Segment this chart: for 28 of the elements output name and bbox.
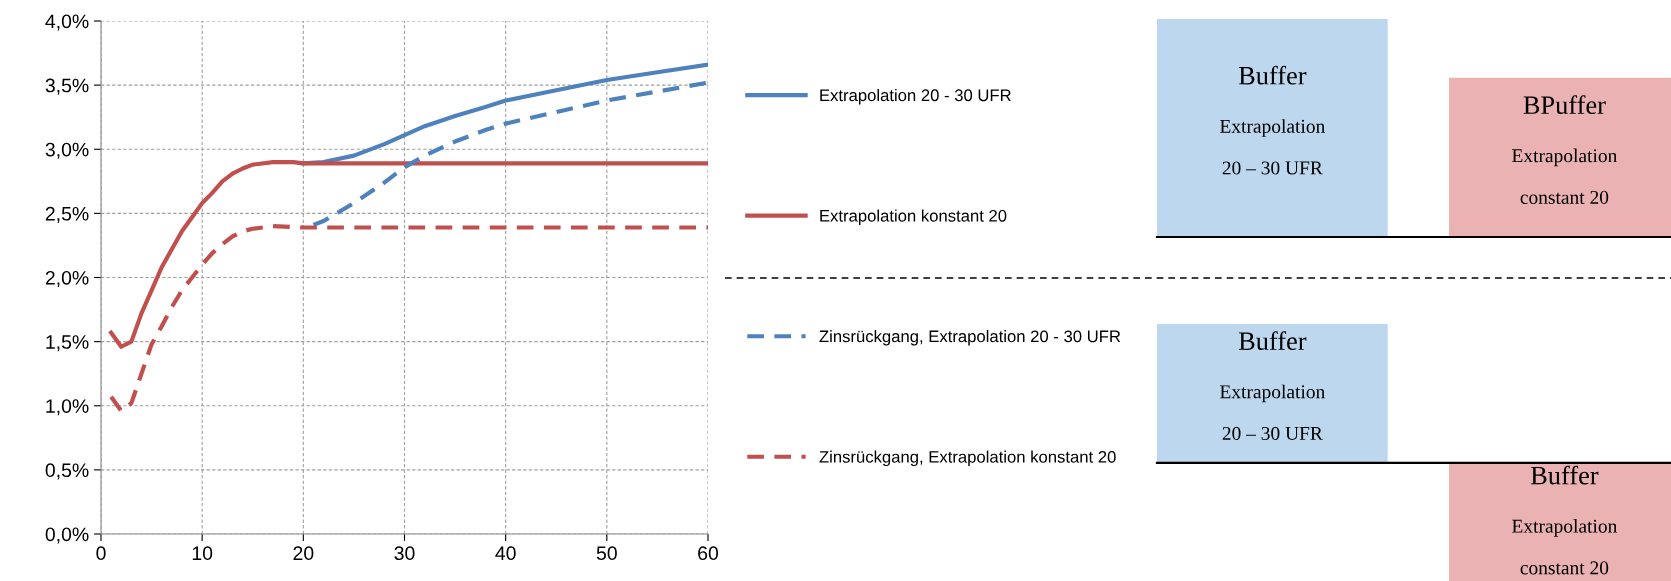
x-tick-label: 50: [596, 546, 617, 561]
x-tick-label: 40: [495, 546, 516, 561]
x-tick-label: 0: [96, 546, 106, 561]
y-tick-label: 2,5%: [45, 206, 89, 223]
y-tick-label: 4,0%: [45, 14, 89, 31]
x-tick-label: 30: [394, 546, 415, 561]
x-tick-label: 60: [698, 546, 719, 561]
y-tick-label: 3,0%: [45, 142, 89, 159]
text: Buffer Extrapolation 20 – 30 UFR: [1220, 65, 1325, 175]
x-tick-label: 20: [293, 546, 314, 561]
y-tick-label: 1,5%: [46, 335, 89, 352]
line-series: [311, 80, 708, 228]
line-series: [109, 159, 708, 349]
legend-label: Extrapolation 20 - 30 UFR: [820, 88, 1011, 105]
y-tick-label: 0,5%: [45, 463, 89, 480]
x-tick-label: 10: [192, 546, 213, 561]
legend-label: Extrapolation konstant 20: [820, 209, 1007, 225]
y-tick-label: 2,0%: [45, 270, 89, 288]
y-tick-label: 3,5%: [45, 78, 89, 95]
text: Buffer Extrapolation constant 20: [1512, 465, 1618, 575]
y-tick-label: 1,0%: [46, 399, 89, 416]
legend-label: Zinsrückgang, Extrapolation 20 - 30 UFR: [819, 330, 1121, 346]
text: BPuffer Extrapolation constant 20: [1512, 95, 1618, 204]
line-series: [301, 62, 708, 166]
line-series: [109, 224, 708, 413]
legend-label: Zinsrückgang, Extrapolation konstant 20: [819, 450, 1116, 467]
y-tick-label: 0,0%: [45, 527, 89, 544]
text: Buffer Extrapolation 20 – 30 UFR: [1220, 331, 1325, 440]
